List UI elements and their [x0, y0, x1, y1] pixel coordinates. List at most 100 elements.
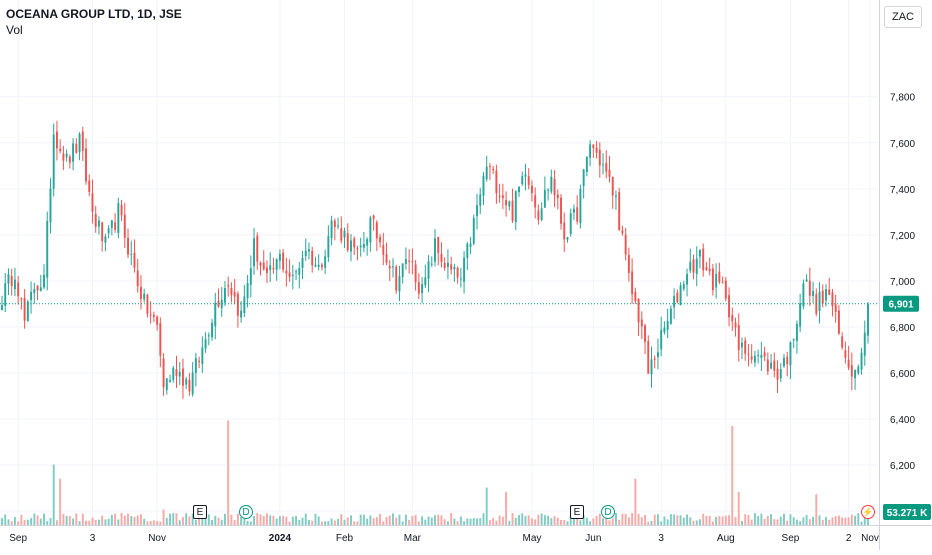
split-marker[interactable]: ⚡: [861, 505, 875, 519]
volume-bar: [563, 519, 566, 525]
volume-bar: [185, 513, 188, 525]
volume-bar: [52, 464, 55, 525]
volume-bar: [627, 517, 630, 525]
volume-bar: [650, 521, 653, 525]
y-tick-label: 7,400: [890, 185, 915, 196]
candle-body: [408, 260, 411, 262]
candle-body: [621, 230, 624, 234]
volume-bar: [201, 517, 204, 525]
volume-bar: [272, 515, 275, 525]
volume-bar: [569, 517, 572, 525]
volume-bar: [640, 517, 643, 525]
volume-bar: [346, 517, 349, 525]
volume-bar: [220, 519, 223, 525]
candle-body: [398, 276, 401, 292]
candle-body: [308, 249, 310, 252]
volume-bar: [602, 518, 604, 525]
volume-bar: [505, 492, 508, 525]
volume-bar: [30, 518, 33, 525]
volume-bar: [1, 518, 3, 525]
volume-bar: [592, 518, 595, 525]
candle-body: [443, 262, 446, 268]
candle-body: [114, 222, 117, 230]
candle-body: [508, 201, 511, 207]
x-tick-label: Sep: [782, 533, 800, 544]
candle-body: [266, 267, 268, 273]
volume-bar: [13, 516, 16, 525]
candle-body: [792, 338, 795, 340]
candle-body: [401, 263, 404, 277]
volume-bar: [795, 519, 798, 525]
volume-bar: [508, 520, 511, 525]
x-tick-label: Nov: [861, 533, 879, 544]
candle-body: [362, 243, 365, 248]
volume-legend: Vol: [6, 23, 23, 37]
candle-body: [724, 280, 727, 299]
candle-body: [527, 176, 530, 186]
candle-body: [165, 378, 168, 391]
candle-body: [327, 236, 330, 258]
volume-bar: [181, 517, 184, 525]
candle-body: [614, 195, 617, 197]
volume-bar: [191, 513, 194, 525]
candle-body: [123, 214, 126, 238]
volume-bar: [482, 513, 485, 525]
candle-body: [356, 248, 359, 250]
volume-bar: [223, 513, 226, 525]
x-tick-label: 3: [90, 533, 96, 544]
candle-body: [359, 245, 362, 248]
volume-bar: [4, 514, 7, 525]
currency-button[interactable]: ZAC: [884, 6, 922, 28]
candle-body: [249, 268, 252, 285]
candle-body: [728, 295, 731, 318]
volume-bar: [249, 521, 252, 525]
dividend-marker[interactable]: D: [601, 505, 615, 519]
candle-body: [298, 268, 301, 275]
earnings-marker[interactable]: E: [570, 505, 584, 519]
volume-bar: [246, 520, 249, 525]
volume-bar: [75, 513, 78, 525]
volume-bar: [553, 515, 556, 525]
candle-body: [256, 235, 259, 262]
volume-bar: [417, 521, 420, 525]
earnings-marker[interactable]: E: [193, 505, 207, 519]
candle-body: [802, 283, 805, 307]
candle-body: [825, 289, 827, 301]
candle-body: [537, 210, 540, 220]
volume-bar: [194, 519, 197, 525]
volume-bar: [802, 517, 805, 525]
candle-body: [540, 208, 543, 220]
volume-bar: [43, 513, 45, 525]
volume-bar: [240, 517, 243, 525]
dividend-marker[interactable]: D: [239, 505, 253, 519]
candle-body: [194, 358, 197, 373]
volume-bar: [165, 518, 168, 525]
candle-body: [430, 263, 433, 265]
volume-bar: [821, 520, 824, 525]
volume-bar: [534, 519, 537, 525]
candle-body: [414, 264, 417, 283]
candle-body: [757, 354, 760, 356]
candle-body: [272, 267, 275, 270]
volume-bar: [46, 521, 49, 525]
volume-bar: [256, 513, 259, 525]
candle-body: [808, 280, 811, 296]
candle-body: [275, 259, 278, 270]
volume-bar: [236, 513, 239, 525]
volume-bar: [253, 516, 256, 525]
candle-body: [337, 225, 340, 227]
volume-bar: [518, 515, 520, 525]
candle-body: [20, 298, 23, 300]
candle-body: [518, 186, 520, 193]
candle-body: [55, 131, 58, 149]
volume-bar: [812, 516, 815, 525]
candle-body: [262, 262, 265, 270]
candle-body: [110, 220, 113, 228]
volume-bar: [211, 519, 214, 525]
candle-body: [350, 240, 352, 252]
volume-bar: [204, 514, 207, 525]
candle-body: [511, 200, 514, 221]
volume-bar: [392, 513, 394, 525]
